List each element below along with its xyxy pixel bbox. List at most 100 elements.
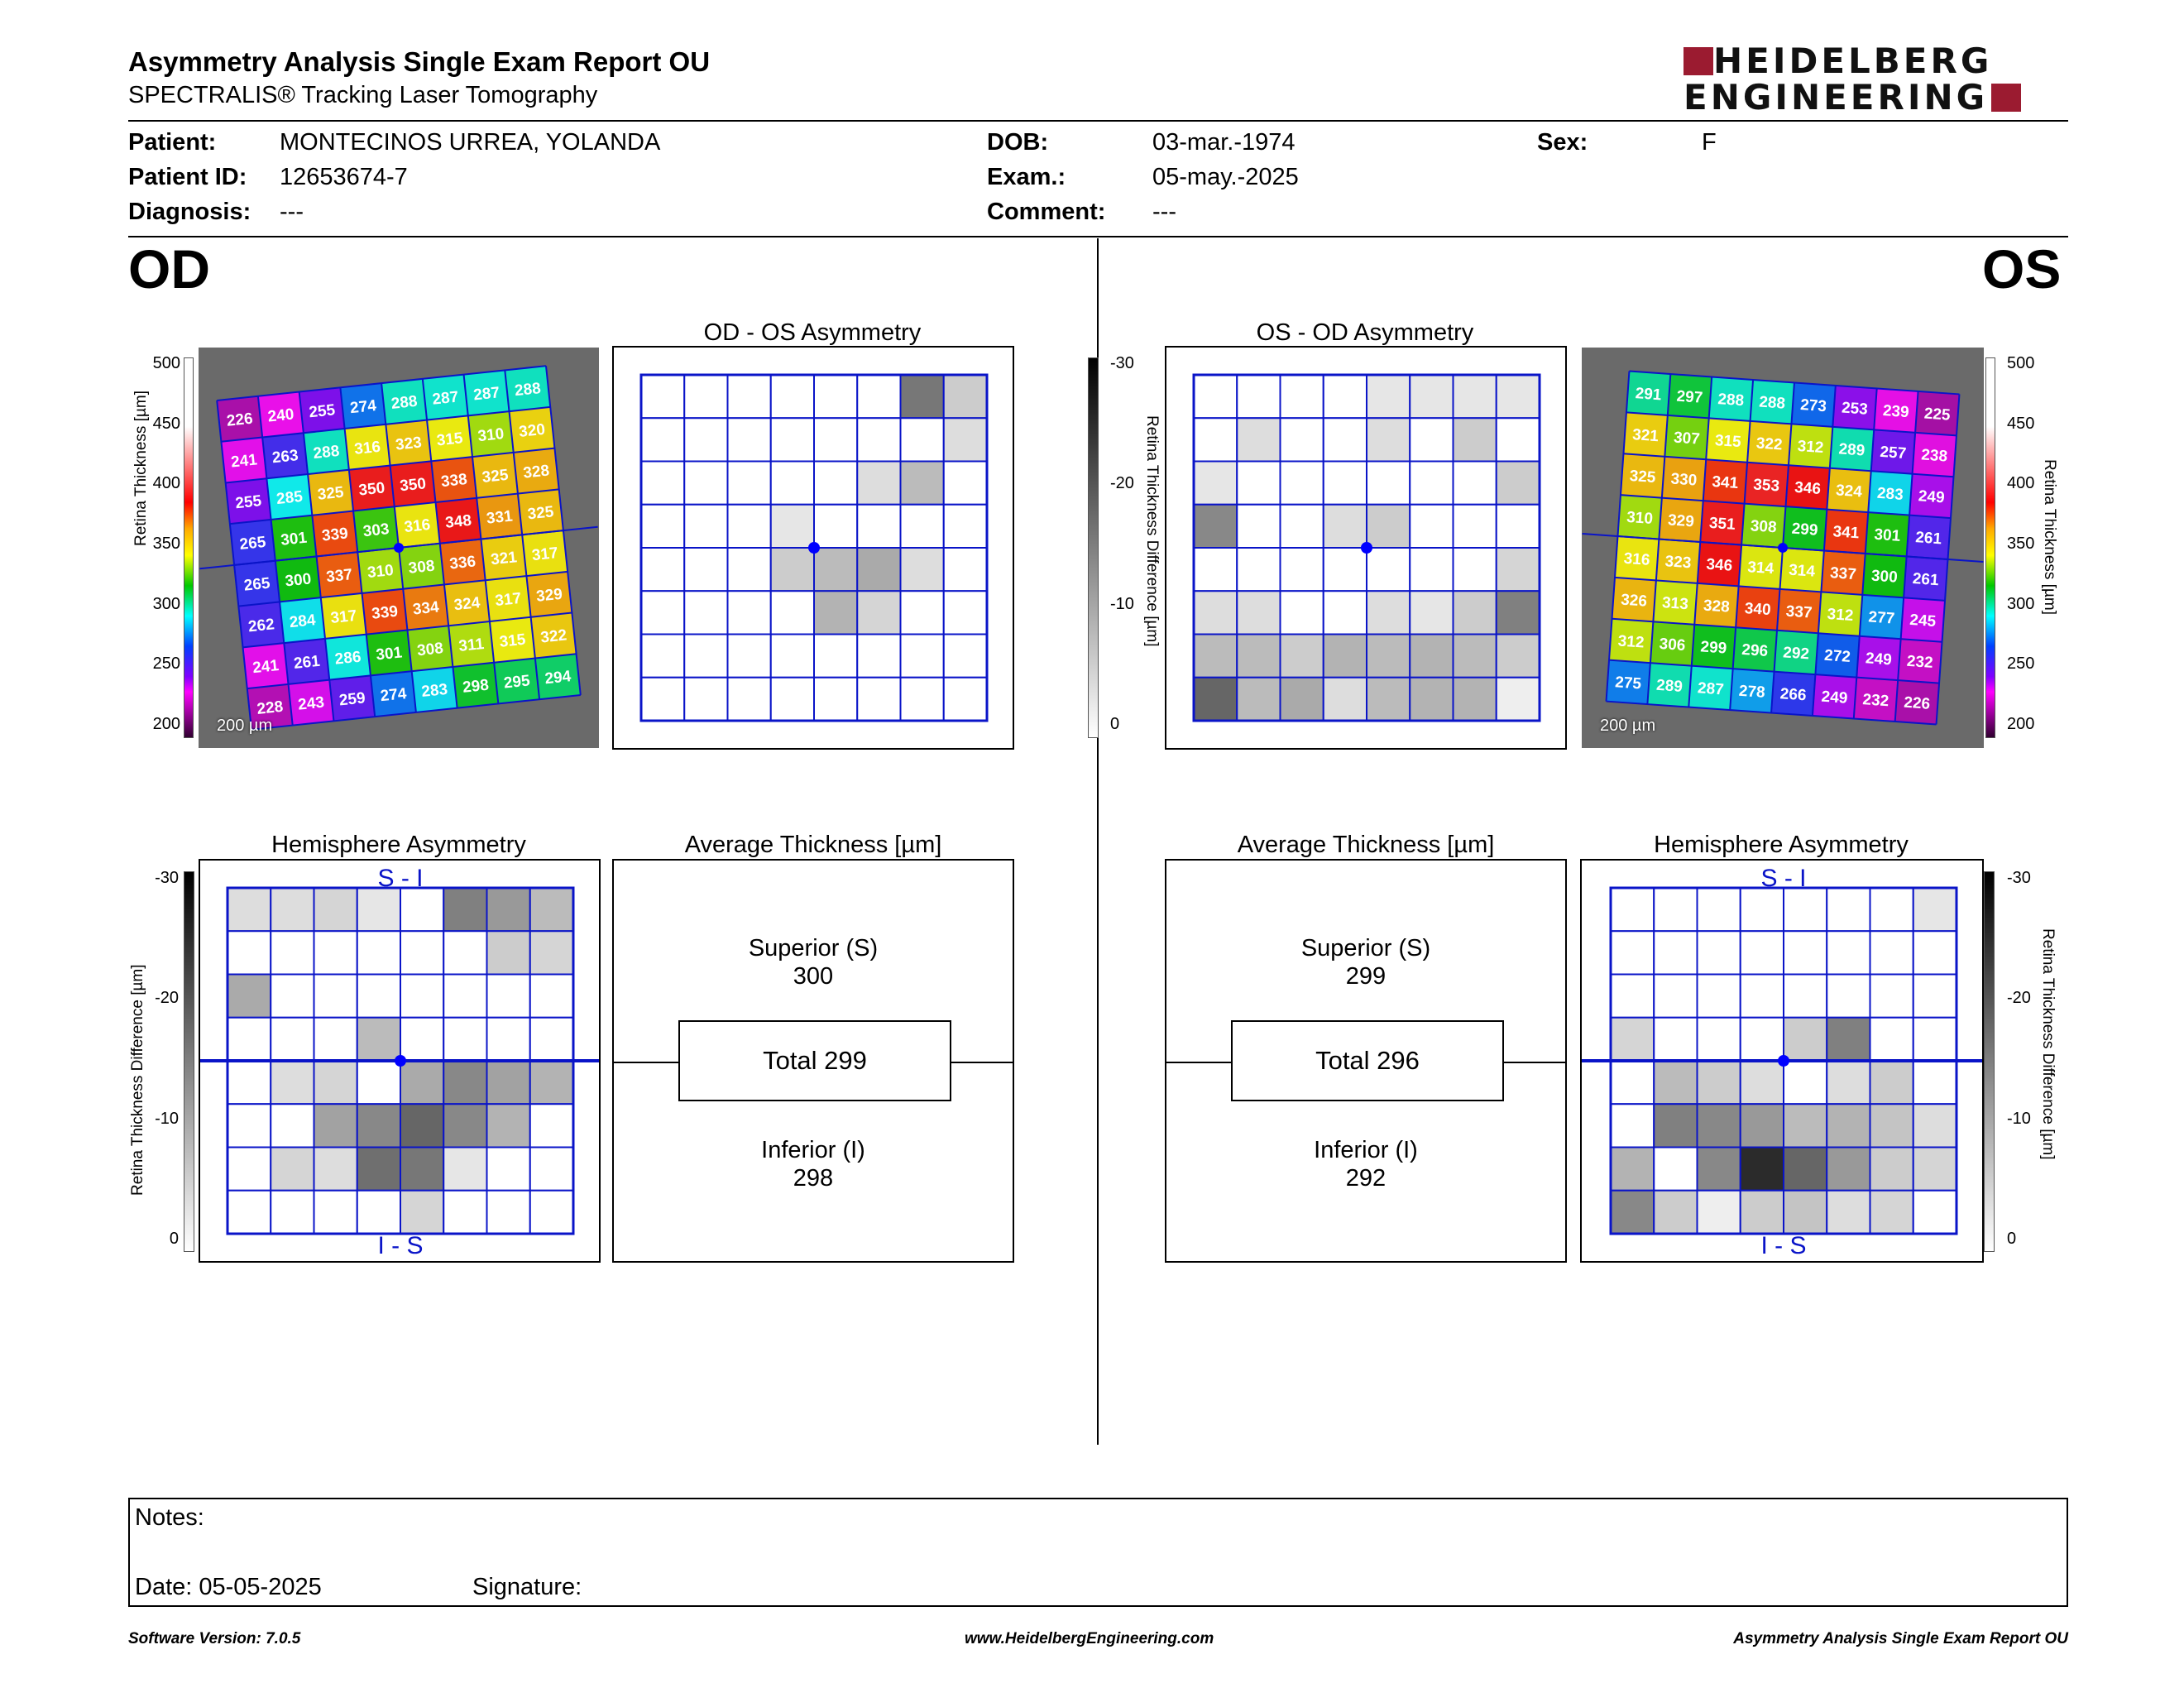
thickness-cell: [1691, 624, 1736, 669]
grid-cell: [1783, 973, 1828, 1019]
thickness-cell: [1736, 586, 1780, 631]
od-asym-title: OD - OS Asymmetry: [703, 319, 922, 346]
thickness-cell: [530, 612, 577, 659]
thickness-value: 315: [436, 429, 464, 449]
grid-cell: [313, 1060, 358, 1105]
thickness-value: 346: [1706, 556, 1733, 575]
thickness-value: 266: [1779, 685, 1807, 704]
thickness-cell: [271, 515, 317, 561]
grid-cell: [1279, 460, 1324, 506]
notes-box[interactable]: Notes: Date: 05-05-2025 Signature:: [128, 1498, 2068, 1607]
thickness-cell: [1862, 553, 1907, 598]
od-thickness-map: 226 240 255 274 288 287 287 288 241 263 288 316 323 3…: [199, 348, 599, 748]
thickness-value: 295: [503, 672, 531, 692]
tick-label: 400: [152, 474, 180, 493]
thickness-value: 331: [486, 507, 514, 527]
thickness-value: 328: [522, 463, 550, 482]
grid-cell: [856, 460, 902, 506]
thickness-cell: [1827, 468, 1871, 513]
grid-cell: [356, 1189, 401, 1235]
grid-cell: [683, 460, 729, 506]
grid-cell: [1869, 887, 1914, 933]
heidelberg-logo: HEIDELBERG ENGINEERING: [1684, 44, 2068, 116]
grid-cell: [1869, 1016, 1914, 1062]
grid-cell: [640, 374, 686, 420]
thickness-value: 301: [375, 644, 403, 664]
grid-cell: [1783, 887, 1828, 933]
grid-cell: [270, 1060, 315, 1105]
thickness-cell: [1617, 495, 1662, 539]
notes-label: Notes:: [135, 1504, 204, 1531]
os-sup-value: 299: [1345, 963, 1387, 990]
grid-cell: [1696, 1146, 1741, 1192]
grid-cell: [1610, 1189, 1655, 1235]
os-avg-title: Average Thickness [µm]: [1237, 832, 1495, 858]
tick-label: 200: [2007, 715, 2035, 733]
thickness-cell: [299, 387, 345, 434]
grid-cell: [683, 590, 729, 635]
grid-cell: [769, 676, 815, 722]
grid-cell: [1452, 374, 1497, 420]
thickness-value: 274: [380, 685, 408, 705]
dob-label: DOB:: [987, 129, 1049, 156]
grid-cell: [1495, 547, 1540, 592]
os-asym-grid: [1192, 373, 1541, 722]
exam-value: 05-may.-2025: [1152, 164, 1299, 190]
hemi-top-label: S - I: [1760, 865, 1806, 892]
grid-cell: [1279, 633, 1324, 679]
grid-cell: [313, 1103, 358, 1149]
thickness-value: 320: [518, 421, 546, 441]
fovea-dot: [394, 543, 404, 553]
grid-cell: [1610, 1016, 1655, 1062]
tick-label: 200: [152, 715, 180, 733]
thickness-cell: [1659, 497, 1703, 543]
thickness-value: 325: [1629, 468, 1657, 487]
os-thickness-colorbar: [1985, 357, 1995, 738]
website-link[interactable]: www.HeidelbergEngineering.com: [965, 1630, 1214, 1647]
tick-label: 0: [2007, 1230, 2017, 1248]
grid-cell: [1610, 1060, 1655, 1105]
thickness-cell: [247, 683, 293, 730]
thickness-cell: [1868, 471, 1913, 516]
grid-cell: [313, 1189, 358, 1235]
signature-label: Signature:: [472, 1574, 582, 1600]
grid-cell: [270, 930, 315, 976]
grid-cell: [640, 547, 686, 592]
hemi-bottom-label: I - S: [377, 1232, 423, 1259]
thickness-value: 341: [1832, 523, 1861, 542]
date-label: Date: 05-05-2025: [135, 1574, 322, 1600]
grid-cell: [1279, 503, 1324, 549]
thickness-cell: [1874, 388, 1918, 433]
thickness-cell: [1898, 639, 1942, 683]
thickness-value: 322: [539, 626, 568, 646]
thickness-value: 321: [490, 549, 518, 568]
thickness-cell: [221, 437, 267, 483]
grid-cell: [1409, 547, 1454, 592]
thickness-value: 325: [481, 467, 510, 487]
grid-cell: [356, 1016, 401, 1062]
grid-cell: [356, 1146, 401, 1192]
grid-cell: [400, 930, 445, 976]
grid-cell: [356, 1060, 401, 1105]
diff-axis-label-middle: Retina Thickness Difference [µm]: [1143, 415, 1161, 647]
thickness-value: 288: [390, 393, 419, 413]
thickness-value: 259: [338, 689, 366, 709]
grid-cell: [1912, 1060, 1957, 1105]
grid-cell: [942, 460, 988, 506]
grid-cell: [769, 374, 815, 420]
grid-cell: [1409, 374, 1454, 420]
thickness-value: 288: [1759, 394, 1786, 413]
grid-cell: [1366, 547, 1411, 592]
os-asym-panel: [1165, 346, 1567, 750]
grid-cell: [1696, 930, 1741, 976]
thickness-cell: [1818, 592, 1863, 636]
grid-cell: [1869, 1189, 1914, 1235]
grid-cell: [683, 547, 729, 592]
grid-cell: [1826, 973, 1871, 1019]
grid-cell: [1783, 1189, 1828, 1235]
od-thickness-ticks: 500 450 400 350 300 250 200: [132, 354, 180, 745]
fovea-dot: [808, 542, 820, 554]
thickness-cell: [340, 383, 386, 429]
eye-divider: [1097, 238, 1099, 1445]
thickness-cell: [453, 662, 499, 708]
